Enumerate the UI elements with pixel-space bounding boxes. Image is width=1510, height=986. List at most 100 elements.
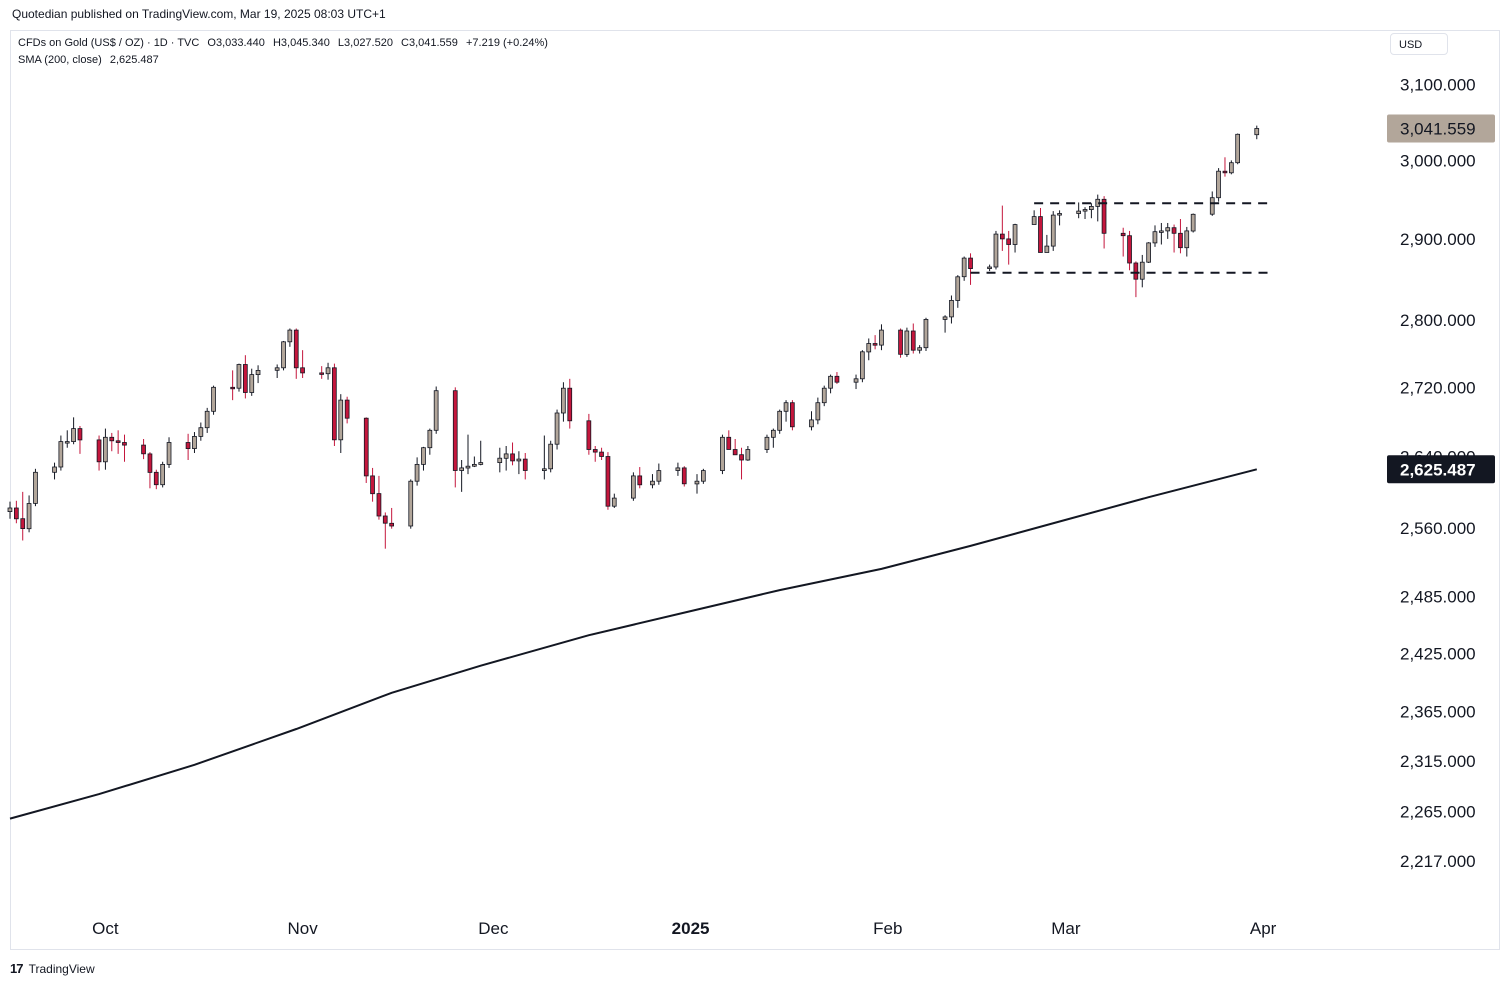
candle[interactable] bbox=[1089, 203, 1094, 219]
candle[interactable] bbox=[821, 385, 827, 407]
candle[interactable] bbox=[1031, 210, 1037, 225]
candle[interactable] bbox=[382, 512, 388, 549]
candle[interactable] bbox=[1165, 222, 1171, 239]
candle[interactable] bbox=[287, 328, 293, 347]
candle[interactable] bbox=[503, 445, 509, 471]
candle[interactable] bbox=[701, 468, 706, 484]
candle[interactable] bbox=[1050, 211, 1056, 251]
candle[interactable] bbox=[1216, 168, 1221, 202]
candle[interactable] bbox=[777, 409, 783, 434]
candle[interactable] bbox=[1076, 202, 1081, 219]
candle[interactable] bbox=[510, 442, 515, 466]
candle[interactable] bbox=[147, 452, 153, 489]
candle[interactable] bbox=[160, 461, 165, 488]
candle[interactable] bbox=[255, 365, 261, 384]
candle[interactable] bbox=[433, 386, 439, 434]
candle[interactable] bbox=[955, 275, 961, 308]
candle[interactable] bbox=[1222, 157, 1228, 177]
candle[interactable] bbox=[338, 394, 344, 453]
candle[interactable] bbox=[611, 493, 617, 508]
candle[interactable] bbox=[1133, 261, 1139, 298]
candle[interactable] bbox=[452, 387, 458, 488]
candle[interactable] bbox=[153, 469, 159, 490]
candle[interactable] bbox=[33, 468, 38, 507]
candle[interactable] bbox=[13, 500, 19, 524]
candle[interactable] bbox=[230, 370, 235, 401]
candle[interactable] bbox=[300, 350, 305, 378]
candle[interactable] bbox=[1095, 194, 1101, 222]
candle[interactable] bbox=[20, 491, 26, 541]
candle[interactable] bbox=[548, 440, 554, 473]
candle[interactable] bbox=[745, 445, 751, 461]
candle[interactable] bbox=[344, 396, 350, 424]
candle[interactable] bbox=[592, 445, 598, 462]
candle[interactable] bbox=[370, 467, 375, 502]
candle[interactable] bbox=[828, 374, 833, 394]
candle[interactable] bbox=[1229, 160, 1234, 175]
candle[interactable] bbox=[783, 400, 789, 422]
candle[interactable] bbox=[739, 447, 744, 480]
candle[interactable] bbox=[942, 315, 948, 333]
candle[interactable] bbox=[554, 409, 560, 450]
candle[interactable] bbox=[1120, 227, 1126, 257]
candle[interactable] bbox=[109, 432, 115, 452]
candle[interactable] bbox=[732, 439, 738, 456]
time-axis[interactable]: Oct Nov Dec 2025 Feb Mar Apr bbox=[92, 919, 1276, 938]
candle[interactable] bbox=[567, 378, 573, 429]
legend-indicator-name[interactable]: SMA (200, close) bbox=[18, 54, 102, 66]
candle[interactable] bbox=[1171, 224, 1177, 253]
candle[interactable] bbox=[1000, 205, 1005, 251]
candle[interactable] bbox=[7, 501, 13, 519]
candle[interactable] bbox=[236, 363, 242, 392]
candle[interactable] bbox=[522, 452, 528, 480]
candle[interactable] bbox=[516, 451, 522, 475]
candle[interactable] bbox=[497, 447, 503, 473]
candle[interactable] bbox=[471, 456, 477, 468]
candle[interactable] bbox=[561, 382, 566, 422]
candle[interactable] bbox=[1178, 219, 1183, 254]
candle[interactable] bbox=[1254, 125, 1260, 140]
candle[interactable] bbox=[242, 355, 248, 399]
candle[interactable] bbox=[478, 440, 484, 466]
candle[interactable] bbox=[71, 417, 76, 445]
candle[interactable] bbox=[427, 428, 433, 455]
candle[interactable] bbox=[389, 507, 395, 529]
candle[interactable] bbox=[815, 397, 821, 425]
candle[interactable] bbox=[586, 413, 592, 455]
candle[interactable] bbox=[917, 345, 923, 354]
currency-selector[interactable]: USD bbox=[1390, 33, 1448, 55]
candle[interactable] bbox=[764, 434, 770, 453]
candle[interactable] bbox=[650, 474, 655, 489]
candle[interactable] bbox=[987, 264, 992, 272]
candle[interactable] bbox=[1146, 242, 1151, 263]
candle[interactable] bbox=[949, 295, 954, 324]
candle[interactable] bbox=[331, 363, 337, 446]
candle[interactable] bbox=[185, 433, 191, 461]
candle[interactable] bbox=[872, 335, 878, 350]
candle[interactable] bbox=[325, 362, 331, 380]
candle[interactable] bbox=[853, 374, 859, 390]
candle[interactable] bbox=[465, 434, 471, 475]
candle[interactable] bbox=[122, 434, 127, 462]
candle[interactable] bbox=[599, 447, 604, 461]
candle[interactable] bbox=[898, 328, 903, 358]
candle[interactable] bbox=[879, 324, 884, 351]
candle[interactable] bbox=[103, 428, 108, 470]
candle[interactable] bbox=[1038, 207, 1043, 253]
candle[interactable] bbox=[720, 434, 725, 475]
candle[interactable] bbox=[860, 350, 865, 383]
candle[interactable] bbox=[1044, 234, 1050, 253]
candle[interactable] bbox=[771, 428, 776, 448]
candle[interactable] bbox=[1101, 196, 1107, 249]
candle[interactable] bbox=[421, 446, 426, 471]
candle[interactable] bbox=[192, 432, 197, 453]
candle[interactable] bbox=[376, 475, 382, 520]
candle[interactable] bbox=[77, 425, 83, 454]
candle[interactable] bbox=[1082, 207, 1088, 220]
candle[interactable] bbox=[204, 407, 210, 433]
candle[interactable] bbox=[249, 368, 255, 396]
candle[interactable] bbox=[866, 338, 872, 361]
candle[interactable] bbox=[993, 230, 999, 270]
candle[interactable] bbox=[26, 495, 32, 533]
